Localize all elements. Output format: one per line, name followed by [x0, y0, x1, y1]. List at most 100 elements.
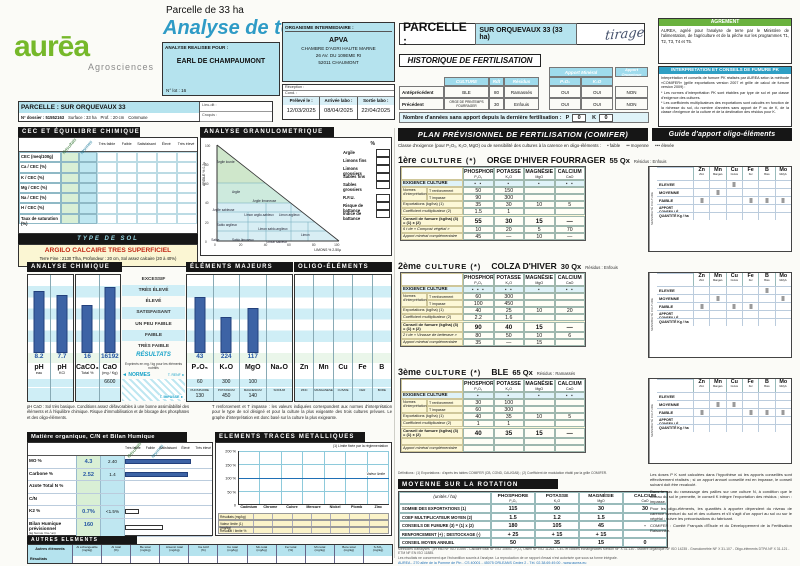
norme-impasse [99, 393, 120, 401]
value-cell: 70 [554, 226, 585, 233]
result-cell [61, 162, 79, 173]
region-label: Argile sableuse [212, 208, 235, 213]
region-label: Sable [211, 238, 220, 243]
ph-comment: pH CaO : Sol très basique. Conditions as… [27, 404, 189, 420]
p-years-value: 0 [572, 113, 587, 122]
norme-impasse [314, 393, 333, 401]
etm-chart: Valeur limite [238, 451, 389, 505]
culture-name: BLE [491, 367, 509, 377]
culture-title: 3ème CULTURE (*) BLE 65 Qx Résidus : Ramassé… [398, 367, 792, 378]
value-cell [623, 512, 667, 522]
value-cell [310, 521, 330, 526]
culture-word: CULTURE (*) [420, 156, 477, 165]
value-cell: 100 [493, 399, 524, 406]
sensitivity-cell [725, 392, 742, 400]
row-label: Azote Total N % [29, 483, 64, 488]
bar-area [51, 275, 73, 353]
column-unit: (mg/kg) [169, 548, 180, 553]
definitions-line: Définitions : (1) Exportations : d'après… [398, 471, 608, 475]
interp-header: Très faible [124, 446, 141, 450]
value-cell [725, 212, 742, 220]
table-row: Apport minéral complémentaire 35—15 [401, 339, 585, 346]
row-label: FAIBLE [657, 408, 693, 416]
result-value: 16192 [99, 353, 120, 363]
footer-disclaimer: Les résultats ne concernent que l'échant… [398, 555, 618, 560]
value-cell [554, 194, 585, 201]
norme-renforcement: 6600 [99, 379, 120, 387]
oligo-column-Cu: Cu Cuivre [725, 167, 742, 180]
agrement-title: AGREMENT [659, 19, 791, 26]
row-label: EXIGENCE CULTURE [401, 392, 463, 399]
value-cell [554, 399, 585, 406]
culture-residus: Résidus : Ramassés [536, 371, 576, 376]
value-cell [774, 310, 791, 318]
sensitivity-mark [765, 288, 769, 293]
oligo-column-sub: Cuivre [730, 385, 739, 388]
interp-cell [97, 182, 117, 194]
normes-label: ◄ NORMES [122, 371, 151, 378]
result-cell [61, 203, 79, 214]
value-cell [524, 194, 555, 201]
table-row: Coefficient multiplicateur (2) 2.2 1.6 [401, 314, 585, 321]
interp-cell [137, 193, 157, 204]
mo-row: K2 % 0.7% <1.5% [28, 506, 212, 519]
row-label: QUANTITÉ Kg / ha [657, 424, 693, 432]
interp-header: Très faible [98, 142, 116, 146]
value-cell [72, 556, 102, 563]
sensitivity-row: ELEVEE [657, 180, 791, 188]
row-sublabel: (kg humus / ha / an) [29, 530, 56, 535]
element-symbol: CaO (mg / Kg) [100, 363, 120, 379]
value-cell [709, 318, 726, 326]
value-cell [741, 416, 759, 424]
value-cell: 90 [463, 322, 494, 332]
row-label [401, 438, 463, 445]
note-paragraph: Dans le cas du ramassage des pailles sur… [650, 489, 792, 504]
texture-triangle-svg [216, 144, 340, 242]
sensitivity-cell [774, 188, 791, 196]
value-cell: 2.2 [463, 314, 494, 321]
result-value: 16 [76, 353, 99, 363]
culture-residus: Résidus : Enfouis [633, 159, 667, 164]
culture-yield: 55 Qx [609, 156, 630, 165]
granulo-param: Sables fins [343, 173, 391, 181]
value-cell: 300 [493, 293, 524, 300]
bar-area [333, 275, 353, 353]
sensitivity-cell [725, 180, 742, 188]
axis-tick: 0 [214, 242, 216, 247]
triangle-ylabel: ARGILE % 0-2µ [202, 161, 206, 186]
value-cell [368, 521, 388, 526]
element-name [28, 387, 50, 393]
value-cell [333, 556, 363, 563]
element-symbol: P₂O₅ [191, 364, 208, 371]
oligo-bar-group: Zn ZINC Mn MANGANESE Cu CUIVRE Fe FER B BORE [294, 274, 392, 402]
interp-header: Satisfaisant [159, 446, 177, 450]
value-cell: 55 [463, 216, 494, 226]
norm-cell [79, 203, 97, 214]
sensitivity-cell [741, 400, 759, 408]
value-cell [101, 556, 131, 563]
sensitivity-cell [741, 286, 759, 294]
oligo-column-Mo: Mo Molyb. [774, 379, 791, 392]
result-value [333, 353, 353, 363]
interp-cell [157, 182, 177, 194]
dossier-number: N° dossier : 51552163 [21, 115, 65, 120]
normes-label: Normes d'interprétation [401, 293, 427, 307]
value-cell: 300 [493, 194, 524, 201]
group-organique: Apport Organique [615, 67, 648, 77]
column-sub: CaO [566, 387, 574, 391]
oligo-column-Zn: Zn Zinc [693, 273, 709, 286]
element-name: ZINC [295, 387, 314, 393]
oligo-column-sub: Bore [764, 173, 770, 176]
interp-header: Satisfaisant [137, 142, 156, 146]
interp-cell [157, 213, 177, 225]
row-label: EXIGENCE CULTURE [401, 180, 463, 187]
row-label: Carbone % [29, 470, 53, 476]
row-label: APPORT CONSEILLÉ [657, 310, 693, 320]
value-cell: 5 [554, 201, 585, 208]
axis-tick: 20 [205, 220, 209, 225]
resultats-label: RÉSULTATS [136, 351, 171, 358]
interp-cell [137, 203, 157, 214]
legend-squares: ▪ [606, 143, 609, 149]
